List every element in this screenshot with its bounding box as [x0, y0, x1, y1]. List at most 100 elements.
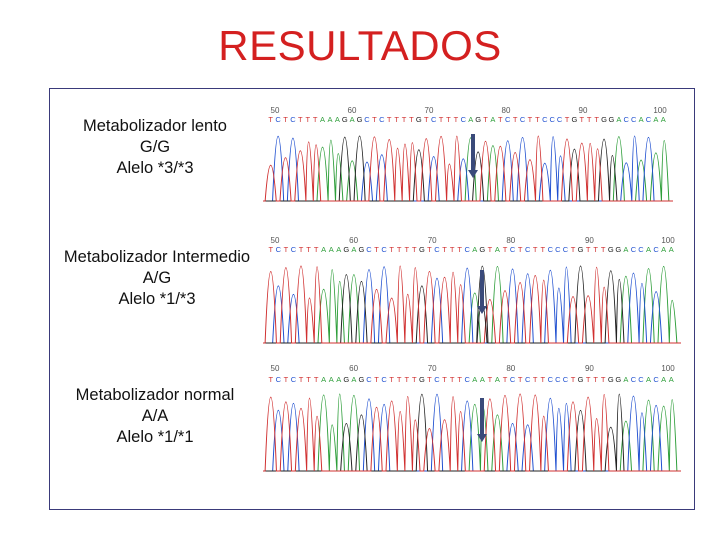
- base-call-letter: C: [505, 115, 511, 124]
- base-call-letter: T: [442, 245, 447, 254]
- chromatogram-peak-trace: [263, 265, 681, 344]
- base-call-letter: T: [601, 245, 606, 254]
- base-call-letter: C: [434, 245, 440, 254]
- base-call-letter: T: [488, 375, 493, 384]
- base-call-letter: C: [548, 375, 554, 384]
- base-call-letter: G: [615, 375, 621, 384]
- base-call-letter: C: [563, 375, 569, 384]
- base-call-letter: G: [601, 115, 607, 124]
- base-call-letter: G: [578, 245, 584, 254]
- base-call-letter: G: [343, 245, 349, 254]
- base-call-letter: C: [290, 115, 296, 124]
- base-call-letter: T: [424, 115, 429, 124]
- base-call-letter: T: [450, 375, 455, 384]
- chromatogram-peak-trace: [263, 266, 681, 344]
- chromatogram-normal: 50 60 70 80 90 100 T C T C T T T A A A G A G C T C T T T T G T C T T T C…: [263, 362, 681, 474]
- position-tick-label: 70: [428, 236, 437, 245]
- base-call-letter: T: [439, 115, 444, 124]
- base-call-letter: C: [653, 375, 659, 384]
- base-call-letter: A: [495, 375, 500, 384]
- base-call-letter: G: [615, 245, 621, 254]
- base-call-letter: T: [483, 115, 488, 124]
- base-call-letter: C: [631, 375, 637, 384]
- base-call-letter: T: [540, 245, 545, 254]
- base-call-letter: G: [416, 115, 422, 124]
- base-call-letter: T: [404, 245, 409, 254]
- base-call-letter: T: [306, 375, 311, 384]
- base-call-letter: T: [412, 245, 417, 254]
- base-call-letter: T: [284, 245, 289, 254]
- base-call-letter: T: [565, 115, 570, 124]
- base-call-letter: A: [320, 115, 325, 124]
- base-call-letter: T: [457, 245, 462, 254]
- base-call-letter: A: [321, 245, 326, 254]
- base-call-letter: G: [578, 375, 584, 384]
- base-call-letter: C: [557, 115, 563, 124]
- base-call-letter: T: [513, 115, 518, 124]
- chromatogram-peak-trace: [263, 265, 681, 344]
- base-call-letter: T: [446, 115, 451, 124]
- base-call-letter: T: [314, 375, 319, 384]
- base-call-letter: A: [468, 115, 473, 124]
- base-call-letter: T: [268, 115, 273, 124]
- base-call-letter: T: [503, 245, 508, 254]
- base-call-letter: T: [268, 375, 273, 384]
- base-call-letter: T: [387, 115, 392, 124]
- base-call-letter: G: [475, 115, 481, 124]
- base-call-letter: A: [639, 115, 644, 124]
- base-call-letter: C: [366, 375, 372, 384]
- base-call-letter: T: [313, 115, 318, 124]
- base-call-letter: C: [653, 245, 659, 254]
- base-call-letter: G: [479, 245, 485, 254]
- base-call-letter: C: [276, 375, 282, 384]
- base-call-letter: A: [321, 375, 326, 384]
- base-call-letter: T: [404, 375, 409, 384]
- arrow-head-icon: [477, 434, 487, 442]
- position-tick-label: 60: [348, 106, 357, 115]
- base-call-letter: T: [402, 115, 407, 124]
- base-call-letter: T: [488, 245, 493, 254]
- arrow-head-icon: [477, 306, 487, 314]
- base-call-letter: A: [495, 245, 500, 254]
- base-call-letter: A: [616, 115, 621, 124]
- base-call-letter: T: [298, 115, 303, 124]
- base-call-letter: T: [299, 245, 304, 254]
- phenotype-text: Metabolizador Intermedio: [63, 248, 251, 266]
- base-call-letter: C: [510, 245, 516, 254]
- chromatogram-peak-trace: [263, 393, 681, 472]
- base-call-letter: C: [431, 115, 437, 124]
- base-call-letter: T: [594, 115, 599, 124]
- base-call-letter: C: [555, 375, 561, 384]
- base-call-letter: A: [490, 115, 495, 124]
- base-call-letter: T: [540, 375, 545, 384]
- position-tick-label: 90: [585, 364, 594, 373]
- base-call-letter: T: [397, 245, 402, 254]
- base-call-letter: A: [351, 245, 356, 254]
- base-call-letter: A: [327, 115, 332, 124]
- base-call-letter: A: [351, 375, 356, 384]
- base-call-letter: C: [510, 375, 516, 384]
- base-call-letter: T: [305, 115, 310, 124]
- position-tick-label: 100: [661, 236, 675, 245]
- base-call-letter: T: [593, 375, 598, 384]
- base-call-letter: G: [342, 115, 348, 124]
- base-call-letter: T: [571, 245, 576, 254]
- arrow-shaft-icon: [480, 270, 484, 306]
- base-call-letter: T: [587, 115, 592, 124]
- base-call-letter: T: [601, 375, 606, 384]
- base-call-letter: A: [646, 245, 651, 254]
- base-call-letter: T: [535, 115, 540, 124]
- chromatogram-peak-trace: [263, 266, 681, 344]
- base-call-letter: C: [638, 375, 644, 384]
- base-call-letter: T: [268, 245, 273, 254]
- position-tick-label: 70: [425, 106, 434, 115]
- base-call-letter: A: [335, 115, 340, 124]
- base-call-letter: A: [472, 245, 477, 254]
- base-call-letter: C: [276, 245, 282, 254]
- phenotype-text: Metabolizador normal: [75, 386, 235, 404]
- base-call-letter: A: [336, 245, 341, 254]
- base-call-letter: G: [357, 115, 363, 124]
- base-call-letter: C: [549, 115, 555, 124]
- base-call-letter: G: [359, 375, 365, 384]
- results-frame: [49, 88, 695, 510]
